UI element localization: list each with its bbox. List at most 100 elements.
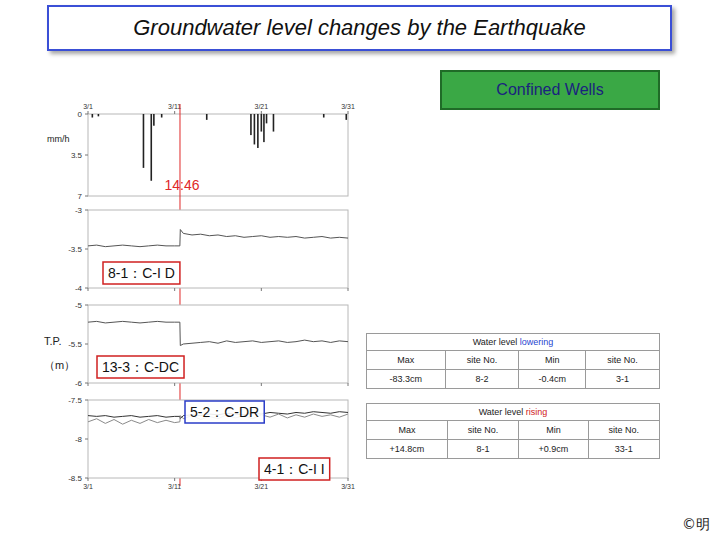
series-label: 4-1：C-I I <box>259 458 330 480</box>
table-title: Water level <box>479 407 524 417</box>
x-tick <box>174 478 175 481</box>
y-tick-label: -3 <box>75 206 83 215</box>
x-tick <box>88 111 89 114</box>
table-title: Water level <box>473 337 518 347</box>
table-header-cell: Max <box>367 351 446 370</box>
series-label-box <box>103 262 180 284</box>
table-cell: -0.4cm <box>519 370 586 389</box>
rain-bar <box>98 114 100 116</box>
table-header-cell: site No. <box>588 421 659 440</box>
rain-bar <box>323 114 325 118</box>
y-tick <box>85 344 88 345</box>
x-tick <box>348 288 349 291</box>
shared-y-label: T.P. <box>44 335 62 347</box>
rain-bar <box>206 114 208 120</box>
rain-bar <box>150 114 152 181</box>
series-label: 5-2：C-DR <box>185 401 264 423</box>
rain-bar <box>266 114 268 123</box>
table-header-cell: Min <box>519 421 589 440</box>
y-tick-label: -5.5 <box>68 340 82 349</box>
y-tick <box>85 305 88 306</box>
x-tick <box>88 383 89 386</box>
marks <box>88 230 348 247</box>
y-tick <box>85 400 88 401</box>
table-cell: 8-2 <box>445 370 519 389</box>
x-tick <box>174 383 175 386</box>
x-tick <box>261 383 262 386</box>
table-header-cell: site No. <box>586 351 660 370</box>
slide-title: Groundwater level changes by the Earthqu… <box>47 5 672 51</box>
plot-frame <box>88 114 348 196</box>
table-header-cell: site No. <box>447 421 518 440</box>
rain-bar <box>345 114 347 120</box>
table-header-cell: Min <box>519 351 586 370</box>
x-tick <box>174 288 175 291</box>
panel-2: -5-5.5-6 <box>68 301 348 388</box>
marks <box>92 114 348 181</box>
series-label-text: 5-2：C-DR <box>190 404 259 420</box>
table-cell: 3-1 <box>586 370 660 389</box>
summary-table-wrap: Water level risingMaxsite No.Minsite No.… <box>366 403 660 459</box>
table-cell: 8-1 <box>447 440 518 459</box>
y-tick <box>85 210 88 211</box>
x-tick-label: 3/11 <box>168 103 181 110</box>
table-title-cell: Water level lowering <box>367 334 660 351</box>
x-tick <box>348 111 349 114</box>
table-title-row: Water level lowering <box>367 334 660 351</box>
event-label: 14:46 <box>164 177 199 193</box>
summary-table: Water level risingMaxsite No.Minsite No.… <box>366 403 660 459</box>
water-level-line <box>88 230 348 247</box>
table-header-cell: Max <box>367 421 448 440</box>
rain-bar <box>263 114 265 142</box>
y-tick-label: -8.5 <box>68 474 82 483</box>
badge: Confined Wells <box>440 70 660 110</box>
series-labels: 8-1：C-I D 13-3：C-DC 5-2：C-DR 4-1：C-I I <box>97 262 330 480</box>
x-tick <box>88 288 89 291</box>
y-tick-label: 7 <box>78 192 83 201</box>
copyright: ©明 <box>682 516 710 534</box>
y-tick-label: -3.5 <box>68 245 82 254</box>
table-title-cell: Water level rising <box>367 404 660 421</box>
x-tick-label: 3/21 <box>255 103 269 110</box>
y-tick-label: 3.5 <box>71 151 83 160</box>
y-tick <box>85 249 88 250</box>
y-tick-label: -7.5 <box>68 396 82 405</box>
series-label: 8-1：C-I D <box>103 262 180 284</box>
water-level-line <box>88 321 348 345</box>
rain-bar <box>161 114 163 118</box>
table-cell: +0.9cm <box>519 440 589 459</box>
x-tick-label: 3/1 <box>83 103 93 110</box>
x-tick-label: 3/11 <box>168 483 181 490</box>
summary-table-wrap: Water level loweringMaxsite No.Minsite N… <box>366 333 660 389</box>
table-cell: -83.3cm <box>367 370 446 389</box>
rain-bar <box>273 114 275 132</box>
plot-frame <box>88 210 348 288</box>
x-tick <box>174 111 175 114</box>
rain-bar <box>254 114 256 144</box>
x-tick <box>348 383 349 386</box>
y-axis-label: mm/h <box>47 134 70 144</box>
table-row: +14.8cm8-1+0.9cm33-1 <box>367 440 660 459</box>
x-tick <box>261 111 262 114</box>
y-tick-label: -5 <box>75 301 83 310</box>
y-tick-label: -4 <box>75 284 83 293</box>
table-title-emphasis: lowering <box>520 337 554 347</box>
y-tick <box>85 155 88 156</box>
series-label-text: 13-3：C-DC <box>102 359 179 375</box>
panel-0: 03.573/13/113/213/31mm/h <box>47 103 355 201</box>
series-label-box <box>185 401 264 423</box>
panel-1: -3 -3.5 -4 <box>68 206 348 293</box>
shared-y-label: （m） <box>44 359 75 371</box>
table-header-row: Maxsite No.Minsite No. <box>367 421 660 440</box>
series-label-text: 8-1：C-I D <box>108 265 175 281</box>
table-title-row: Water level rising <box>367 404 660 421</box>
x-tick-label: 3/31 <box>341 103 355 110</box>
series-label-box <box>97 356 184 378</box>
rain-bar <box>143 114 145 168</box>
x-tick <box>88 478 89 481</box>
y-tick <box>85 196 88 197</box>
rain-bar <box>92 114 94 118</box>
summary-table: Water level loweringMaxsite No.Minsite N… <box>366 333 660 389</box>
rain-bar <box>257 114 259 148</box>
table-cell: 33-1 <box>588 440 659 459</box>
